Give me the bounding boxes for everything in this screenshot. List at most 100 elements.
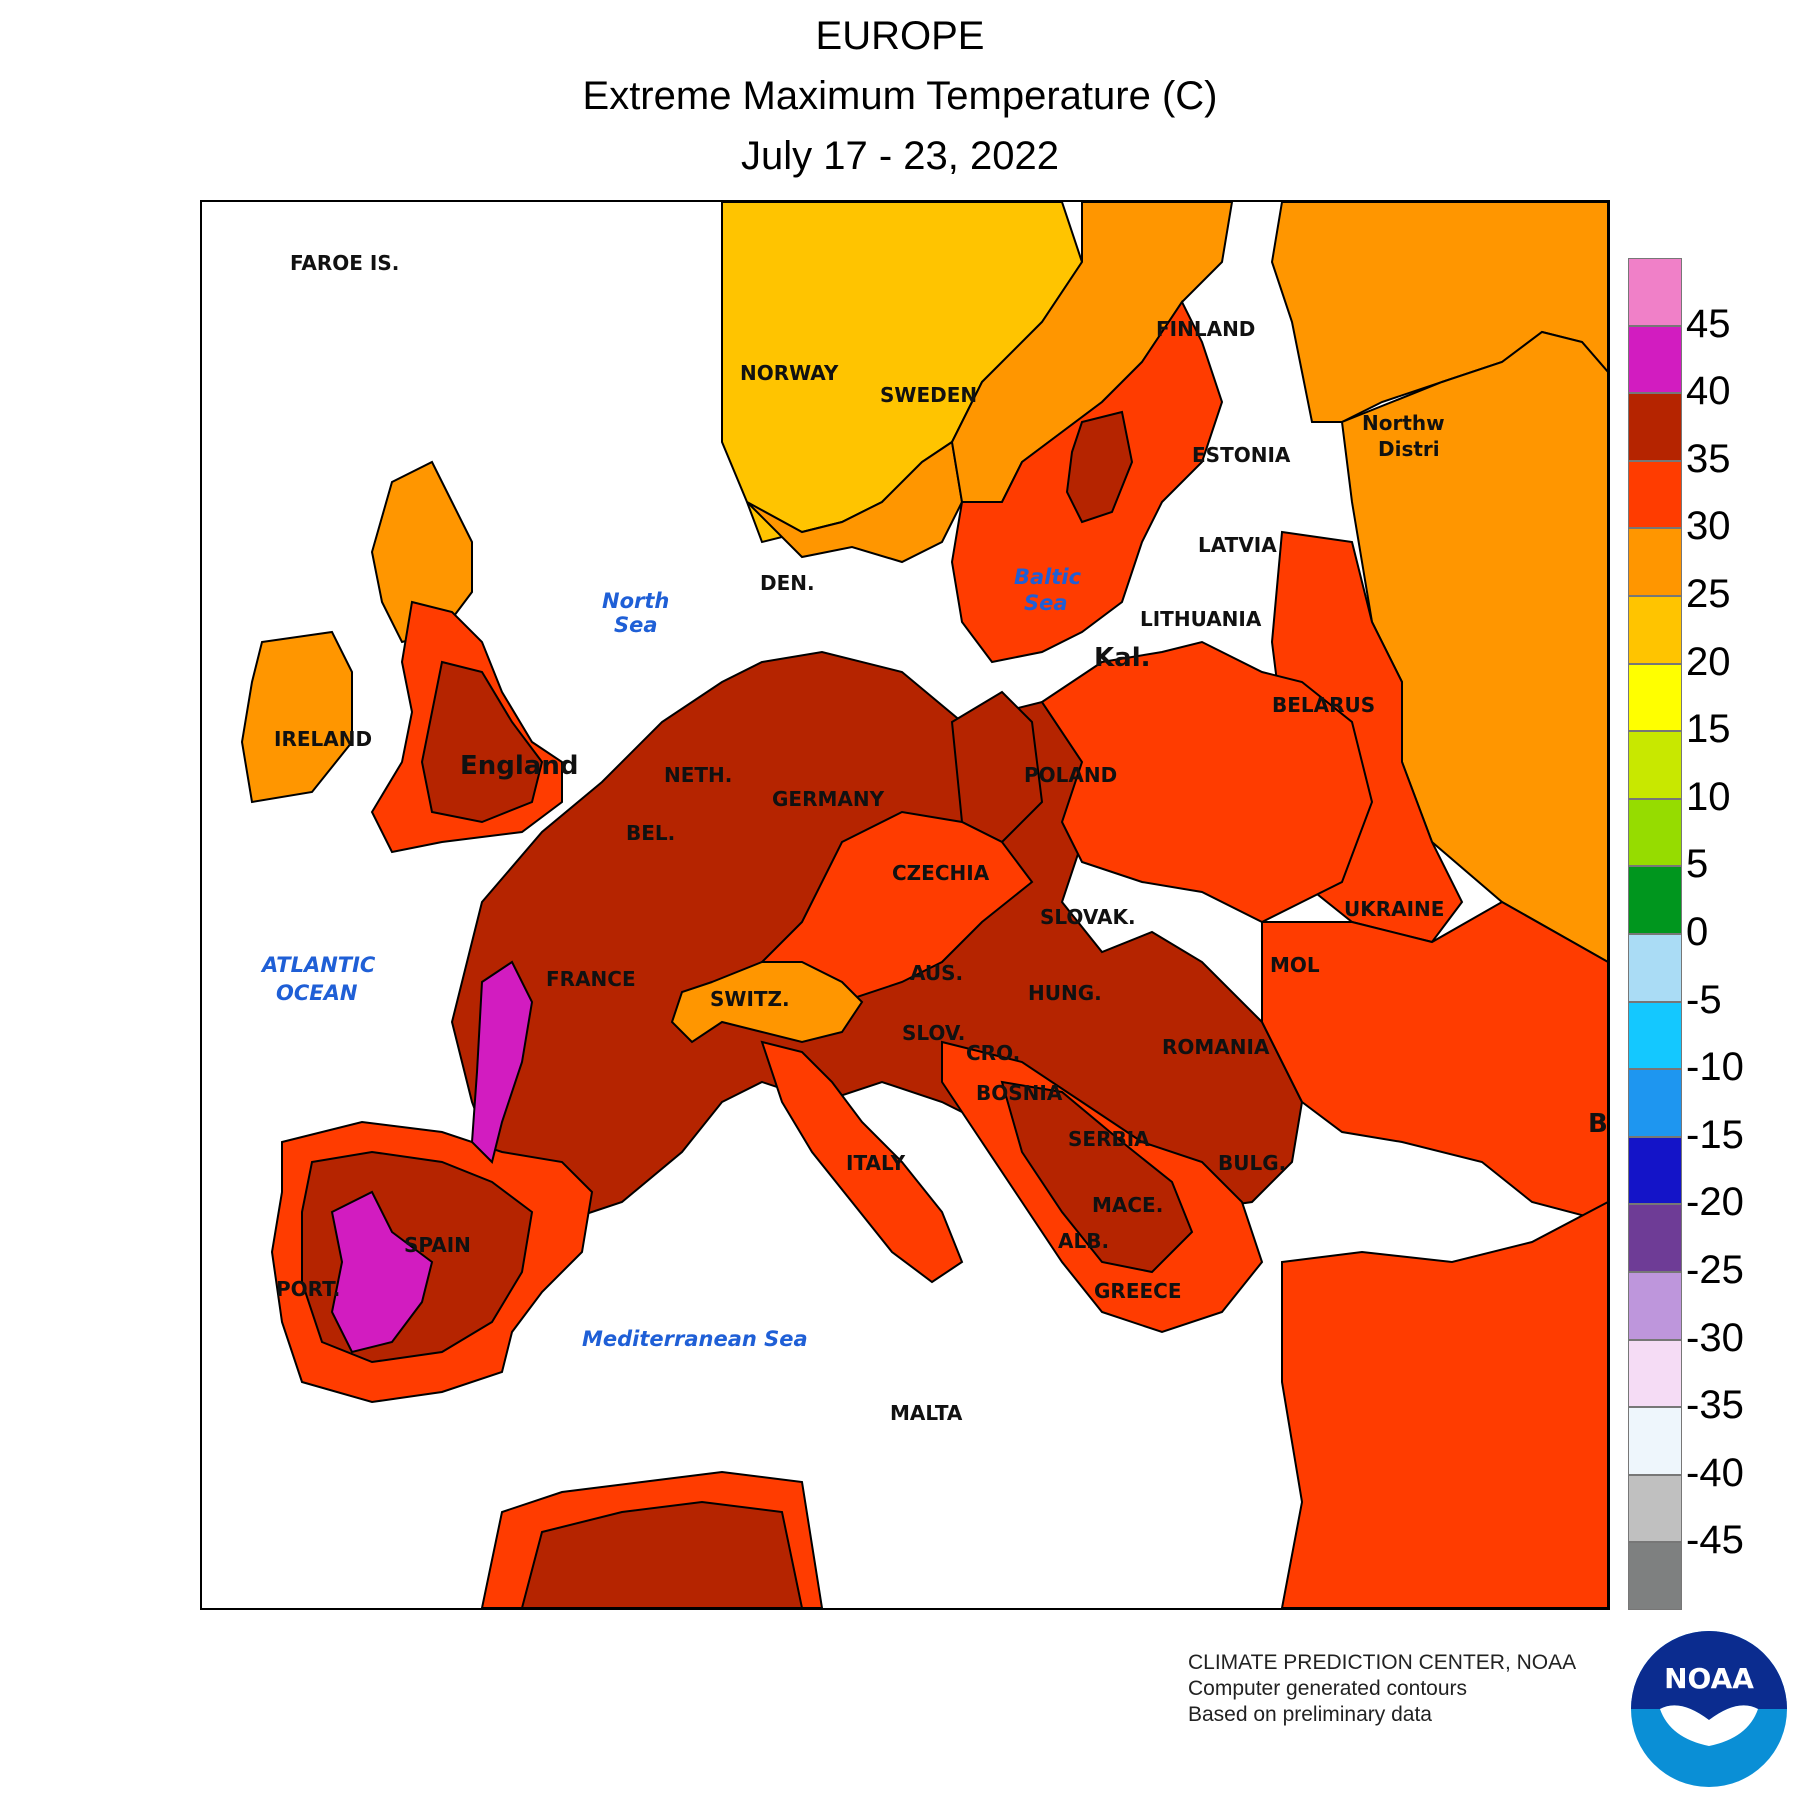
- land-turkey: [1280, 1200, 1608, 1608]
- label-portugal: PORT.: [276, 1277, 340, 1301]
- label-kal: Kal.: [1094, 643, 1150, 673]
- label-ireland: IRELAND: [274, 727, 372, 751]
- label-france: FRANCE: [546, 967, 636, 991]
- label-greece: GREECE: [1094, 1279, 1181, 1303]
- legend-swatch: [1628, 1272, 1682, 1340]
- legend-tick-label: 25: [1686, 572, 1731, 616]
- label-atlantic-2: OCEAN: [276, 981, 358, 1005]
- legend-tick-label: 30: [1686, 504, 1731, 549]
- land-balkans-hot: [1000, 1080, 1194, 1274]
- legend-swatch: [1628, 1474, 1682, 1543]
- label-sweden: SWEDEN: [880, 383, 977, 407]
- label-austria: AUS.: [910, 961, 963, 985]
- legend-tick-label: 40: [1686, 369, 1731, 414]
- credit-block: CLIMATE PREDICTION CENTER, NOAA Computer…: [1188, 1650, 1576, 1728]
- label-romania: ROMANIA: [1162, 1035, 1270, 1059]
- legend-swatch: [1628, 325, 1682, 394]
- label-italy: ITALY: [846, 1151, 906, 1175]
- legend-tick-label: -25: [1686, 1248, 1744, 1292]
- noaa-logo: NOAA: [1631, 1631, 1787, 1787]
- legend-tick-label: -35: [1686, 1383, 1744, 1428]
- label-b-edge: B: [1588, 1109, 1608, 1139]
- label-poland: POLAND: [1024, 763, 1117, 787]
- label-albania: ALB.: [1058, 1229, 1109, 1253]
- legend-swatch: [1628, 528, 1682, 596]
- legend-tick-label: -15: [1686, 1112, 1744, 1157]
- label-faroe: FAROE IS.: [290, 251, 399, 275]
- label-denmark: DEN.: [760, 571, 815, 595]
- legend-swatch: [1628, 460, 1682, 529]
- legend-tick-label: 0: [1686, 910, 1709, 954]
- label-slovakia: SLOVAK.: [1040, 905, 1136, 929]
- noaa-logo-text: NOAA: [1664, 1662, 1754, 1695]
- label-croatia: CRO.: [966, 1041, 1020, 1065]
- label-norway: NORWAY: [740, 361, 839, 385]
- legend-swatch: [1628, 1136, 1682, 1205]
- label-finland: FINLAND: [1156, 317, 1255, 341]
- legend-swatch: [1628, 1407, 1682, 1475]
- map-title-period: July 17 - 23, 2022: [741, 134, 1059, 178]
- legend-tick-label: 35: [1686, 436, 1731, 481]
- label-district: Distri: [1378, 437, 1440, 461]
- label-czechia: CZECHIA: [892, 861, 990, 885]
- legend-swatch: [1628, 1339, 1682, 1408]
- label-belgium: BEL.: [626, 821, 675, 845]
- label-northwest: Northw: [1362, 411, 1445, 435]
- legend-tick-label: -5: [1686, 977, 1722, 1022]
- label-netherlands: NETH.: [664, 763, 732, 787]
- legend-swatch: [1628, 731, 1682, 799]
- label-ukraine: UKRAINE: [1344, 897, 1444, 921]
- label-baltic-2: Sea: [1024, 591, 1068, 615]
- legend-tick-label: -20: [1686, 1180, 1744, 1225]
- legend-tick-label: 20: [1686, 639, 1731, 684]
- label-bulgaria: BULG.: [1218, 1151, 1286, 1175]
- map-title-variable: Extreme Maximum Temperature (C): [582, 74, 1218, 118]
- label-mediterranean: Mediterranean Sea: [582, 1327, 808, 1351]
- label-switzerland: SWITZ.: [710, 987, 790, 1011]
- color-legend: [1628, 258, 1684, 1610]
- credit-line-2: Computer generated contours: [1188, 1677, 1467, 1700]
- legend-swatch: [1628, 1001, 1682, 1070]
- legend-tick-label: 15: [1686, 707, 1731, 752]
- legend-swatch: [1628, 1069, 1682, 1137]
- label-north-sea-2: Sea: [614, 613, 658, 637]
- label-malta: MALTA: [890, 1401, 963, 1425]
- land-north-africa-hot: [520, 1500, 804, 1608]
- label-bosnia: BOSNIA: [976, 1081, 1063, 1105]
- legend-tick-label: -10: [1686, 1045, 1744, 1090]
- legend-tick-label: 5: [1686, 842, 1709, 887]
- label-slovenia: SLOV.: [902, 1021, 965, 1045]
- label-estonia: ESTONIA: [1192, 443, 1291, 467]
- credit-line-3: Based on preliminary data: [1188, 1703, 1432, 1726]
- legend-tick-label: -40: [1686, 1450, 1744, 1495]
- legend-swatch: [1628, 663, 1682, 732]
- land-france-west-extreme: [470, 960, 534, 1164]
- land-poland: [1040, 640, 1374, 924]
- land-ireland: [240, 630, 353, 804]
- label-baltic-1: Baltic: [1014, 565, 1082, 589]
- label-germany: GERMANY: [772, 787, 885, 811]
- credit-line-1: CLIMATE PREDICTION CENTER, NOAA: [1188, 1651, 1577, 1674]
- legend-tick-label: -30: [1686, 1315, 1744, 1360]
- land-sweden-hot: [1065, 410, 1134, 524]
- land-alps: [670, 961, 864, 1044]
- label-england: England: [460, 751, 578, 781]
- label-atlantic-1: ATLANTIC: [260, 953, 376, 977]
- legend-swatch: [1628, 596, 1682, 664]
- legend-tick-label: 45: [1686, 301, 1731, 346]
- legend-swatch: [1628, 258, 1682, 326]
- legend-swatch: [1628, 934, 1682, 1002]
- label-serbia: SERBIA: [1068, 1127, 1150, 1151]
- label-macedonia: MACE.: [1092, 1193, 1163, 1217]
- legend-swatch: [1628, 393, 1682, 461]
- label-spain: SPAIN: [404, 1233, 471, 1257]
- label-belarus: BELARUS: [1272, 693, 1375, 717]
- map-canvas: FAROE IS. NORWAY SWEDEN FINLAND ESTONIA …: [240, 202, 1608, 1608]
- map-title-region: EUROPE: [815, 14, 985, 58]
- land-italy: [760, 1040, 964, 1284]
- label-north-sea-1: North: [602, 589, 669, 613]
- label-lithuania: LITHUANIA: [1140, 607, 1262, 631]
- legend-tick-label: -45: [1686, 1518, 1744, 1563]
- land-romania-ukraine: [1261, 900, 1608, 1224]
- label-moldova: MOL: [1270, 953, 1320, 977]
